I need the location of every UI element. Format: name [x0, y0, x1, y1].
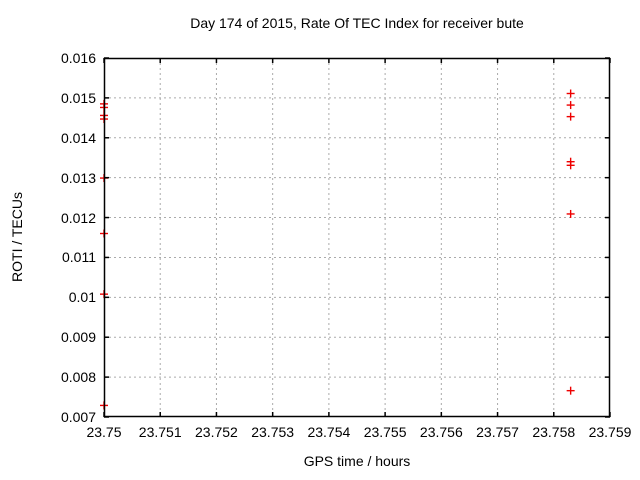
x-tick-label: 23.754	[307, 424, 351, 440]
plot-area	[100, 57, 611, 418]
y-tick-label: 0.008	[60, 369, 96, 386]
x-tick-label: 23.751	[138, 424, 182, 440]
y-tick-label: 0.016	[60, 50, 96, 66]
plot-canvas	[100, 57, 611, 418]
y-tick-label: 0.007	[60, 409, 96, 425]
x-tick-label: 23.758	[532, 424, 576, 440]
y-tick-label: 0.013	[60, 169, 96, 186]
y-tick-label: 0.015	[60, 89, 96, 106]
x-tick-label: 23.752	[195, 424, 238, 440]
x-tick-label: 23.75	[86, 424, 122, 440]
plot-border	[103, 57, 611, 418]
axes-border	[103, 57, 611, 418]
x-tick-label: 23.756	[419, 424, 463, 440]
x-tick-label: 23.753	[251, 424, 295, 440]
grid-lines	[104, 58, 610, 417]
chart-title: Day 174 of 2015, Rate Of TEC Index for r…	[190, 15, 524, 31]
y-tick-label: 0.01	[68, 289, 96, 306]
x-axis-label: GPS time / hours	[303, 453, 411, 469]
y-axis-label: ROTI / TECUs	[9, 192, 25, 282]
y-tick-label: 0.009	[60, 329, 96, 346]
y-tick-label: 0.011	[62, 249, 96, 266]
x-tick-label: 23.757	[476, 424, 519, 440]
x-tick-label: 23.759	[588, 424, 632, 440]
y-tick-label: 0.014	[60, 129, 96, 146]
x-tick-label: 23.755	[363, 424, 407, 440]
y-tick-label: 0.012	[60, 209, 96, 226]
data-points	[100, 89, 575, 410]
